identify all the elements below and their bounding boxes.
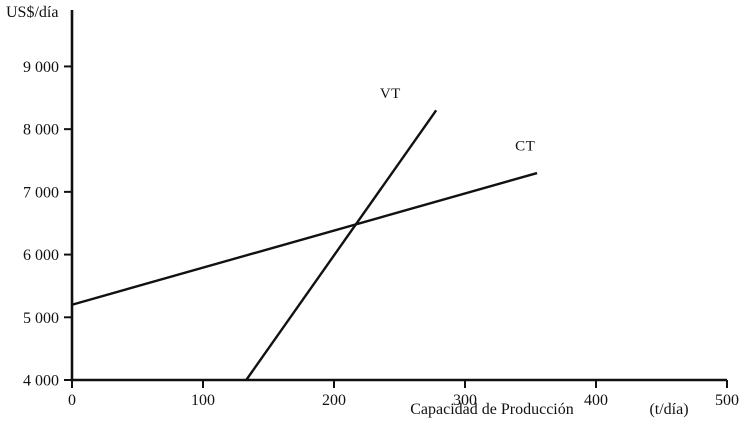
x-axis-title: Capacidad de Producción [410,401,574,418]
y-tick-label: 5 000 [23,310,59,327]
y-tick-label: 6 000 [23,247,59,264]
plot-layer: 0 100 200 300 400 500 4 000 5 000 6 000 7 000 8 00… [23,10,739,409]
series-line-vt [245,109,438,381]
y-axis-title: US$/día [6,4,58,21]
series-line-ct [71,171,538,306]
x-tick-label: 0 [68,392,76,409]
series-label-vt: VT [380,86,401,102]
y-tick-label: 7 000 [23,184,59,201]
x-axis-unit: (t/día) [649,401,688,418]
x-tick-label: 200 [322,392,346,409]
y-tick-label: 9 000 [23,59,59,76]
x-tick-label: 300 [453,392,477,409]
y-tick-label: 4 000 [23,373,59,390]
x-tick-label: 400 [584,392,608,409]
x-tick-label: 500 [715,392,739,409]
y-tick-label: 8 000 [23,122,59,139]
series-label-ct: CT [515,138,535,154]
x-tick-label: 100 [191,392,215,409]
